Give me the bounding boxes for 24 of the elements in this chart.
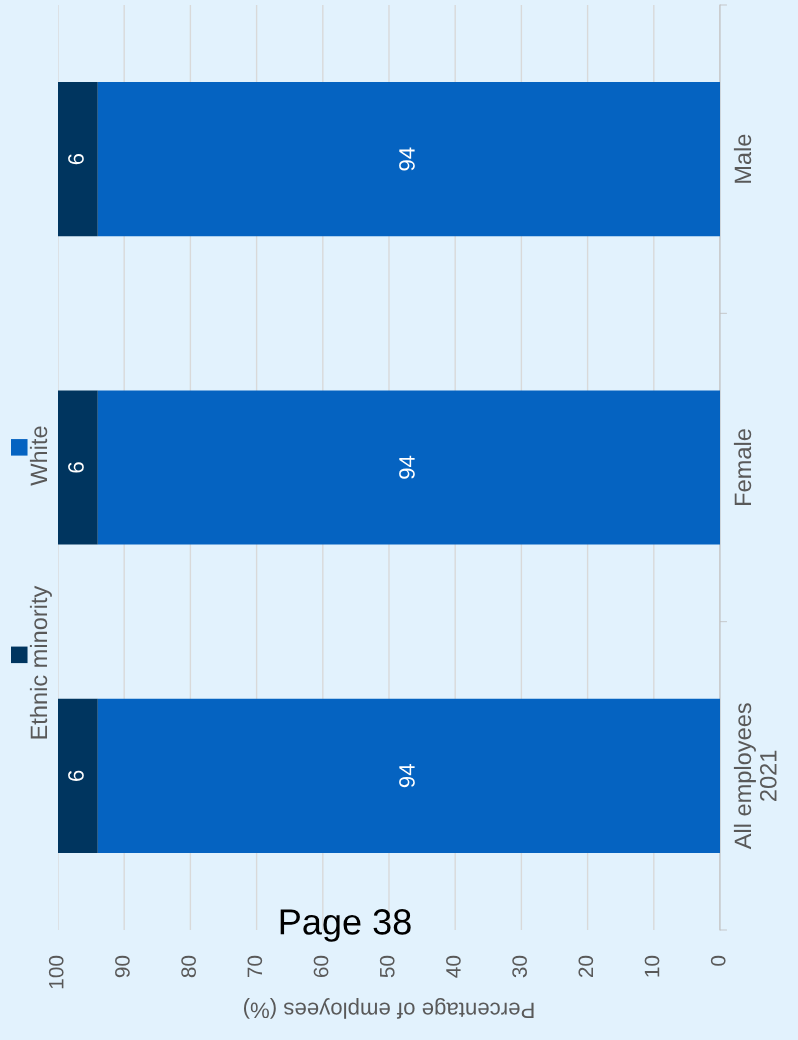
x-tick-label: 10 bbox=[644, 955, 660, 977]
data-label: 6 bbox=[68, 770, 84, 781]
y-tick-label: Female bbox=[733, 429, 752, 505]
x-tick-label: 40 bbox=[446, 955, 461, 978]
x-tick-label: 80 bbox=[181, 955, 196, 978]
x-axis-title: Percentage of employees (%) bbox=[244, 998, 534, 1019]
y-tick-label: Male bbox=[733, 134, 752, 183]
x-tick-label: 100 bbox=[48, 955, 64, 989]
x-tick-label: 30 bbox=[512, 955, 527, 978]
legend-label: White bbox=[29, 426, 48, 486]
data-label: 6 bbox=[68, 462, 84, 473]
x-tick-label: 0 bbox=[710, 955, 726, 966]
data-label: 94 bbox=[399, 147, 415, 171]
x-tick-label: 60 bbox=[313, 955, 329, 978]
x-tick-label: 70 bbox=[247, 955, 263, 978]
x-tick-label: 20 bbox=[578, 955, 594, 978]
y-tick-label: All employees 2021 bbox=[733, 703, 777, 850]
legend-label: Ethnic minority bbox=[29, 585, 52, 739]
data-label: 6 bbox=[68, 153, 84, 165]
data-label: 94 bbox=[399, 455, 415, 479]
x-tick-label: 50 bbox=[379, 955, 395, 978]
annotation: Page 38 bbox=[280, 909, 411, 942]
data-label: 94 bbox=[399, 764, 415, 788]
x-tick-label: 90 bbox=[115, 955, 130, 978]
